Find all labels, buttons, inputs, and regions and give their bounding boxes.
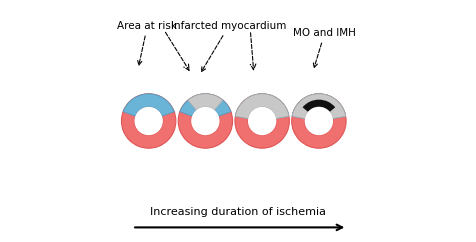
Wedge shape [235,94,289,148]
Circle shape [304,107,332,135]
Text: Infarcted myocardium: Infarcted myocardium [171,21,286,71]
Wedge shape [291,94,345,119]
Circle shape [191,107,219,135]
Wedge shape [121,94,176,148]
Circle shape [248,107,276,135]
Wedge shape [178,94,232,148]
Text: Area at risk: Area at risk [117,21,177,65]
Wedge shape [188,94,222,110]
Wedge shape [235,94,288,119]
Wedge shape [302,100,335,112]
Wedge shape [179,94,230,116]
Text: MO and IMH: MO and IMH [293,28,356,68]
Wedge shape [123,94,174,116]
Text: Increasing duration of ischemia: Increasing duration of ischemia [150,207,326,217]
Wedge shape [291,94,345,119]
Circle shape [134,107,162,135]
Wedge shape [291,94,346,148]
Wedge shape [235,94,288,119]
